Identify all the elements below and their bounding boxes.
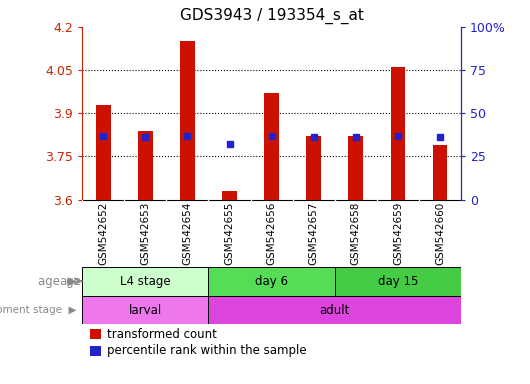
Text: age  ▶: age ▶ [38,275,77,288]
Title: GDS3943 / 193354_s_at: GDS3943 / 193354_s_at [180,8,364,24]
Text: larval: larval [129,304,162,316]
Text: GSM542654: GSM542654 [182,202,192,265]
Bar [264,93,279,200]
Text: L4 stage: L4 stage [120,275,171,288]
Text: day 6: day 6 [255,275,288,288]
Text: transformed count: transformed count [107,328,217,341]
Bar [180,41,195,200]
Text: development stage  ▶: development stage ▶ [0,305,77,315]
Text: GSM542652: GSM542652 [98,202,108,265]
Bar [391,67,405,200]
Bar [138,131,153,200]
Bar [432,145,447,200]
Text: day 15: day 15 [378,275,418,288]
Text: GSM542659: GSM542659 [393,202,403,265]
Bar [90,329,101,339]
Text: GSM542660: GSM542660 [435,202,445,265]
Text: GSM542655: GSM542655 [225,202,234,265]
Bar [306,136,321,200]
Bar [96,105,111,200]
Text: age: age [59,275,81,288]
Text: adult: adult [320,304,350,316]
Text: percentile rank within the sample: percentile rank within the sample [107,344,306,357]
Bar [335,267,461,296]
Bar [208,296,461,324]
Text: GSM542656: GSM542656 [267,202,277,265]
Bar [82,296,208,324]
Bar [208,267,335,296]
Text: GSM542658: GSM542658 [351,202,361,265]
Bar [348,136,363,200]
Bar [82,267,208,296]
Text: GSM542657: GSM542657 [309,202,319,265]
Bar [222,191,237,200]
Text: GSM542653: GSM542653 [140,202,151,265]
Bar [90,346,101,356]
